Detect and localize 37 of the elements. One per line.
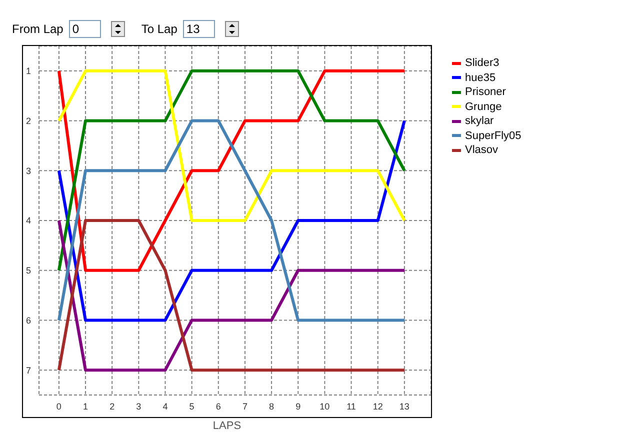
text: 0 — [69, 20, 102, 38]
text: To Lap — [141, 22, 178, 36]
x-tick-label: 8 — [269, 401, 274, 412]
legend-label: Vlasov — [465, 144, 498, 156]
x-tick-label: 13 — [399, 401, 410, 412]
line-series — [57, 69, 406, 222]
x-tick-label: 2 — [110, 401, 115, 412]
x-tick-label: 11 — [346, 401, 356, 412]
x-axis-title: LAPS — [212, 420, 242, 432]
y-tick-label: 7 — [26, 365, 31, 376]
x-tick-label: 4 — [162, 401, 168, 412]
legend-label: Prisoner — [465, 86, 506, 98]
text: From Lap — [12, 22, 64, 36]
text: 13 — [183, 20, 216, 38]
legend-label: Slider3 — [465, 57, 500, 70]
x-tick-label: 1 — [83, 401, 88, 412]
line-series — [57, 119, 406, 322]
y-tick-label: 6 — [26, 315, 31, 326]
y-tick-label: 5 — [26, 266, 31, 276]
x-tick-label: 9 — [296, 401, 301, 412]
x-tick-label: 5 — [189, 401, 194, 412]
line-series — [57, 69, 406, 272]
y-tick-label: 4 — [26, 216, 31, 226]
legend-label: hue35 — [465, 72, 496, 84]
legend-label: skylar — [465, 115, 494, 128]
y-tick-label: 1 — [26, 66, 31, 76]
y-tick-label: 2 — [26, 116, 31, 126]
legend-label: Grunge — [465, 100, 502, 113]
x-tick-label: 7 — [242, 401, 248, 412]
x-tick-label: 10 — [320, 401, 330, 412]
x-tick-label: 0 — [56, 401, 62, 412]
x-tick-label: 12 — [372, 401, 383, 412]
legend-label: SuperFly05 — [465, 130, 522, 142]
line-series — [57, 219, 406, 372]
x-tick-label: 3 — [136, 401, 142, 412]
x-tick-label: 6 — [216, 401, 221, 412]
y-tick-label: 3 — [26, 166, 31, 176]
